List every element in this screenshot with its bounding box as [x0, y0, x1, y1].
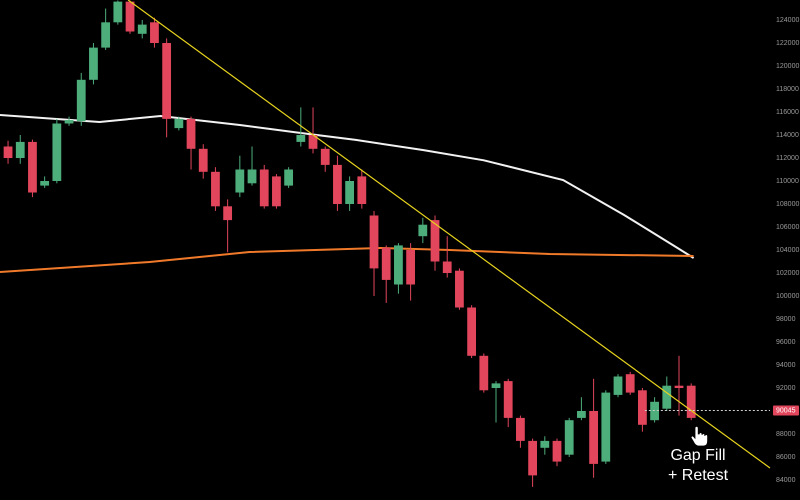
y-tick-label: 88000: [776, 431, 796, 438]
candle-body: [394, 245, 403, 285]
y-tick-label: 102000: [776, 270, 799, 277]
candle-body: [430, 220, 440, 262]
candle-body: [247, 169, 257, 184]
y-tick-label: 118000: [776, 86, 799, 93]
candle-body: [552, 440, 562, 462]
y-tick-label: 94000: [776, 362, 796, 369]
y-tick-label: 86000: [776, 454, 796, 461]
candle-body: [284, 169, 294, 186]
candle-body: [3, 146, 13, 159]
moving-average: [0, 246, 694, 273]
candle-body: [479, 355, 489, 391]
y-tick-label: 116000: [776, 109, 799, 116]
candle-body: [442, 261, 452, 273]
candle-body: [89, 47, 98, 80]
candle-body: [503, 381, 513, 418]
candle-body: [259, 169, 269, 207]
candle-body: [491, 383, 501, 388]
candle-body: [64, 120, 74, 124]
y-tick-label: 84000: [776, 477, 796, 484]
candle-body: [589, 410, 598, 464]
candle-body: [125, 1, 135, 32]
candle-body: [467, 307, 477, 356]
y-tick-label: 112000: [776, 155, 799, 162]
candle-body: [296, 135, 306, 142]
candle-body: [613, 376, 623, 395]
candle-body: [516, 417, 525, 441]
candle-body: [28, 141, 37, 193]
y-tick-label: 122000: [776, 40, 799, 47]
candle-body: [601, 392, 611, 462]
price-label-box: [773, 405, 799, 416]
candle-body: [650, 401, 659, 421]
y-tick-label: 92000: [776, 385, 796, 392]
candle-body: [369, 215, 379, 269]
y-tick-label: 100000: [776, 293, 799, 300]
candle-body: [150, 22, 159, 44]
y-tick-label: 104000: [776, 247, 799, 254]
candle-body: [381, 247, 391, 280]
y-tick-label: 124000: [776, 17, 799, 24]
candle-body: [162, 43, 172, 119]
candle-body: [674, 385, 684, 388]
candle-body: [686, 385, 696, 418]
candle-body: [357, 176, 367, 205]
candle-body: [113, 1, 123, 23]
price-label: 90045: [776, 407, 796, 414]
y-tick-label: 110000: [776, 178, 799, 185]
y-tick-label: 108000: [776, 201, 799, 208]
candle-body: [52, 123, 62, 182]
candle-body: [40, 181, 50, 186]
candle-body: [308, 135, 318, 149]
candle-body: [418, 224, 428, 237]
candle-body: [137, 24, 147, 34]
candle-body: [186, 118, 196, 149]
y-tick-label: 120000: [776, 63, 799, 70]
candle-body: [76, 79, 86, 122]
candle-body: [223, 206, 233, 221]
candle-body: [320, 148, 330, 165]
cursor-icon: [690, 426, 708, 447]
trend-line: [127, 0, 771, 469]
y-tick-label: 96000: [776, 339, 796, 346]
candle-body: [235, 169, 245, 193]
candle-body: [625, 374, 635, 393]
candle-body: [662, 385, 672, 409]
y-tick-label: 98000: [776, 316, 796, 323]
candle-body: [345, 181, 355, 205]
annotation: Gap Fill: [670, 447, 725, 464]
candle-body: [406, 250, 416, 285]
y-tick-label: 114000: [776, 132, 799, 139]
candle-body: [528, 440, 537, 476]
candle-body: [101, 22, 111, 48]
candle-body: [174, 118, 184, 129]
candle-body: [333, 164, 342, 205]
candle-body: [540, 440, 550, 448]
moving-average: [0, 114, 695, 259]
candle-body: [638, 390, 647, 425]
candle-body: [577, 410, 586, 418]
candle-body: [455, 270, 464, 308]
candle-body: [15, 141, 25, 159]
candle-body: [564, 420, 574, 455]
annotation: + Retest: [668, 467, 729, 484]
candle-body: [211, 171, 220, 207]
candle-body: [198, 148, 208, 172]
y-tick-label: 106000: [776, 224, 799, 231]
candle-body: [272, 176, 281, 207]
